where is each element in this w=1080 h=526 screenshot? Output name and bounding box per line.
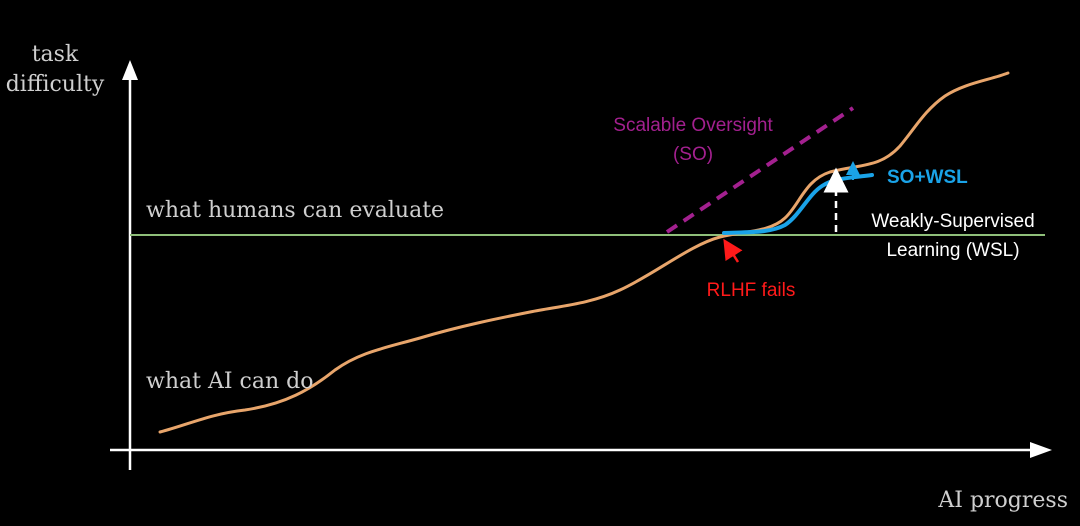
arrow-right-icon — [1030, 442, 1052, 458]
wsl-label-line2: Learning (WSL) — [886, 240, 1019, 261]
rlhf-fails-label: RLHF fails — [707, 280, 796, 301]
wsl-curve — [722, 173, 874, 235]
y-axis-label-line1: task — [32, 42, 79, 67]
so-wsl-label: SO+WSL — [887, 167, 968, 188]
arrow-up-icon — [122, 60, 138, 80]
y-axis-label-line2: difficulty — [6, 72, 105, 97]
scalable-oversight-label-line2: (SO) — [673, 144, 713, 165]
rlhf-arrow — [723, 238, 743, 263]
human-evaluation-label: what humans can evaluate — [146, 198, 444, 223]
scalable-oversight-label-line1: Scalable Oversight — [613, 115, 773, 136]
ai-capability-curve — [158, 71, 1010, 434]
ai-can-do-label: what AI can do — [146, 369, 313, 394]
scalable-oversight-line — [665, 106, 855, 234]
wsl-label-line1: Weakly-Supervised — [871, 211, 1034, 232]
x-axis-label: AI progress — [937, 488, 1068, 513]
